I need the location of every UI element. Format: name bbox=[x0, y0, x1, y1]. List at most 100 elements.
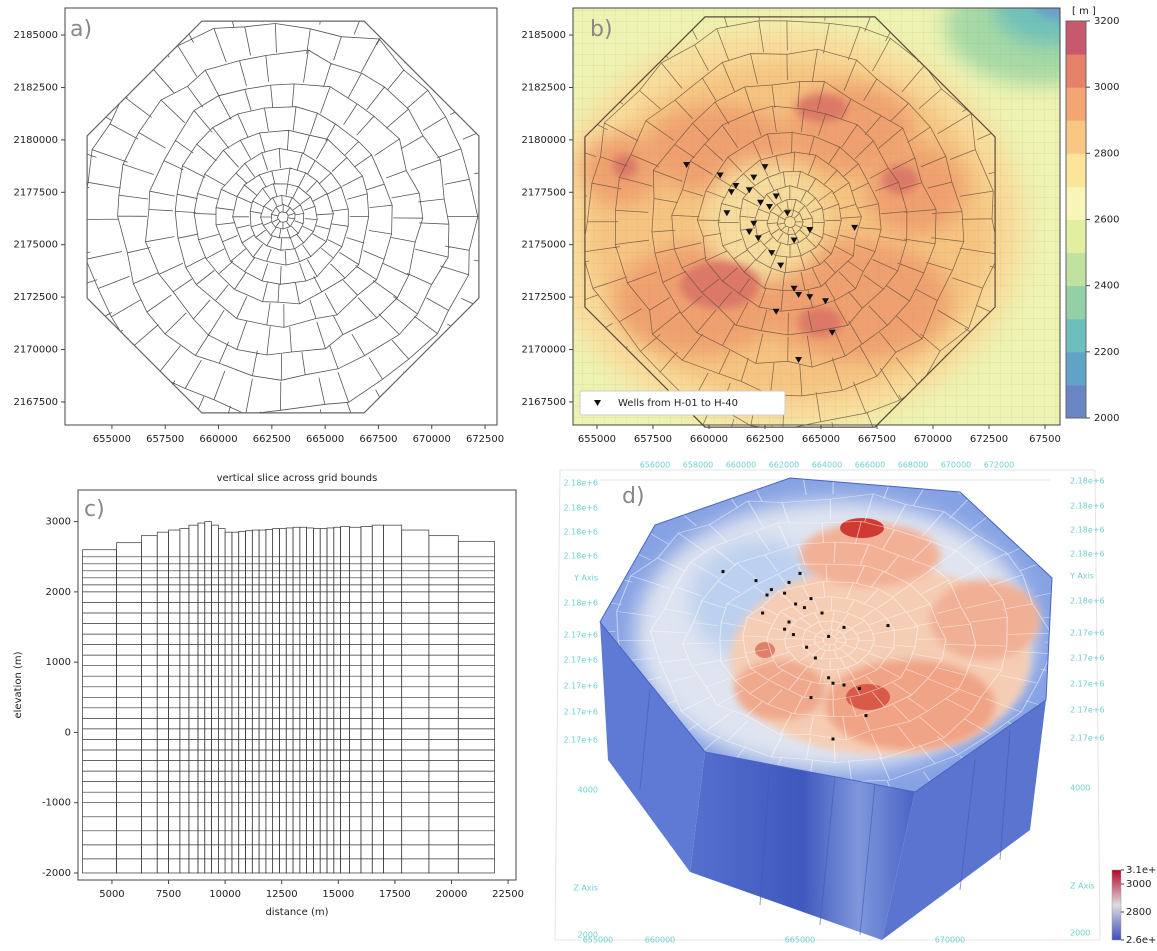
y-tick-label: -1000 bbox=[42, 798, 71, 809]
y-tick-label: 2180000 bbox=[13, 135, 58, 146]
y-tick-label: 2.17e+6 bbox=[1070, 706, 1105, 715]
y-tick-label: 2182500 bbox=[13, 82, 58, 93]
colorbar-band bbox=[1066, 253, 1086, 287]
y-tick-label: Y Axis bbox=[573, 574, 598, 583]
x-tick-label: 67500 bbox=[1029, 434, 1061, 445]
y-tick-label: 2.18e+6 bbox=[1070, 502, 1105, 511]
well-marker bbox=[770, 588, 773, 591]
colorbar-band bbox=[1066, 120, 1086, 154]
chart-title: vertical slice across grid bounds bbox=[217, 473, 378, 484]
y-tick-label: 2.17e+6 bbox=[1070, 680, 1105, 689]
well-marker bbox=[865, 714, 868, 717]
x-tick-label: 665000 bbox=[802, 434, 840, 445]
well-marker bbox=[843, 684, 846, 687]
y-tick-label: 1000 bbox=[46, 657, 71, 668]
colorbar-band bbox=[1066, 385, 1086, 419]
y-tick-label: 2.18e+6 bbox=[563, 528, 598, 537]
y-tick-label: 2182500 bbox=[521, 82, 566, 93]
well-marker bbox=[827, 635, 830, 638]
y-tick-label: 2000 bbox=[46, 587, 71, 598]
colorbar-band bbox=[1066, 87, 1086, 121]
y-tick-label: 2.18e+6 bbox=[563, 504, 598, 513]
y-tick-label: 4000 bbox=[1070, 784, 1090, 793]
x-axis-label: distance (m) bbox=[265, 907, 328, 918]
well-marker bbox=[792, 633, 795, 636]
x-tick-label: 7500 bbox=[156, 889, 181, 900]
colorbar-tick-label: 3000 bbox=[1094, 82, 1119, 93]
y-tick-label: -2000 bbox=[42, 868, 71, 879]
x-tick-label: 22500 bbox=[492, 889, 524, 900]
y-tick-label: 3000 bbox=[46, 517, 71, 528]
x-tick-label: 655000 bbox=[583, 936, 614, 945]
colorbar-band bbox=[1066, 319, 1086, 353]
well-marker bbox=[755, 579, 758, 582]
y-tick-label: 2.18e+6 bbox=[1070, 477, 1105, 486]
page: vertical slice across grid bounds distan… bbox=[0, 0, 1157, 947]
y-tick-label: 2170000 bbox=[13, 345, 58, 356]
x-tick-label: 10000 bbox=[209, 889, 241, 900]
y-tick-label: 0 bbox=[65, 727, 71, 738]
colorbar-tick-label: 2800 bbox=[1094, 148, 1119, 159]
colorbar-tick-label: 3200 bbox=[1094, 16, 1119, 27]
well-marker bbox=[783, 592, 786, 595]
panel-label: a) bbox=[70, 17, 92, 42]
y-tick-label: 2.17e+6 bbox=[563, 631, 598, 640]
well-marker bbox=[766, 594, 769, 597]
x-tick-label: 672500 bbox=[970, 434, 1008, 445]
x-tick-label: 660000 bbox=[690, 434, 728, 445]
y-tick-label: 2.17e+6 bbox=[1070, 629, 1105, 638]
x-tick-label: 660000 bbox=[199, 434, 237, 445]
well-marker bbox=[843, 626, 846, 629]
colorbar bbox=[1112, 870, 1121, 940]
colorbar-band bbox=[1066, 21, 1086, 55]
y-tick-label: 2185000 bbox=[521, 30, 566, 41]
well-marker bbox=[832, 738, 835, 741]
well-marker bbox=[832, 682, 835, 685]
well-marker bbox=[761, 612, 764, 615]
colorbar-tick-label: 3.1e+03 bbox=[1126, 865, 1157, 876]
grid-pattern bbox=[573, 8, 1060, 425]
x-tick-label: 667500 bbox=[359, 434, 397, 445]
surface-blob bbox=[735, 660, 825, 720]
well-marker bbox=[799, 572, 802, 575]
y-axis-label: elevation (m) bbox=[13, 651, 24, 718]
figure: vertical slice across grid bounds distan… bbox=[0, 0, 1157, 947]
x-tick-label: 666000 bbox=[855, 461, 886, 470]
surface-blob bbox=[840, 518, 884, 538]
y-tick-label: 2.17e+6 bbox=[563, 708, 598, 717]
colorbar-band bbox=[1066, 352, 1086, 386]
colorbar-band bbox=[1066, 286, 1086, 320]
y-tick-label: 2185000 bbox=[13, 30, 58, 41]
well-marker bbox=[858, 687, 861, 690]
y-tick-label: 2.18e+6 bbox=[1070, 550, 1105, 559]
x-tick-label: 672500 bbox=[466, 434, 504, 445]
x-tick-label: 662000 bbox=[769, 461, 800, 470]
x-tick-label: 670000 bbox=[914, 434, 952, 445]
well-marker bbox=[788, 621, 791, 624]
x-tick-label: 657500 bbox=[634, 434, 672, 445]
well-marker bbox=[794, 603, 797, 606]
x-tick-label: 672000 bbox=[984, 461, 1015, 470]
y-tick-label: 2.18e+6 bbox=[563, 552, 598, 561]
colorbar-band bbox=[1066, 54, 1086, 88]
x-tick-label: 660000 bbox=[726, 461, 757, 470]
x-tick-label: 20000 bbox=[436, 889, 468, 900]
y-tick-label: 2.18e+6 bbox=[1070, 526, 1105, 535]
x-tick-label: 670000 bbox=[413, 434, 451, 445]
y-tick-label: 2177500 bbox=[13, 187, 58, 198]
colorbar-tick-label: 2200 bbox=[1094, 347, 1119, 358]
panel-label: b) bbox=[590, 17, 613, 42]
colorbar-tick-label: 3000 bbox=[1126, 879, 1151, 890]
x-tick-label: 17500 bbox=[379, 889, 411, 900]
x-tick-label: 12500 bbox=[266, 889, 298, 900]
x-tick-label: 660000 bbox=[645, 936, 676, 945]
x-tick-label: 5000 bbox=[99, 889, 124, 900]
colorbar-tick-label: 2000 bbox=[1094, 413, 1119, 424]
well-marker bbox=[803, 606, 806, 609]
well-marker bbox=[821, 612, 824, 615]
x-tick-label: 15000 bbox=[322, 889, 354, 900]
x-tick-label: 658000 bbox=[683, 461, 714, 470]
y-tick-label: 2167500 bbox=[521, 397, 566, 408]
y-tick-label: 2172500 bbox=[13, 292, 58, 303]
well-marker bbox=[788, 581, 791, 584]
